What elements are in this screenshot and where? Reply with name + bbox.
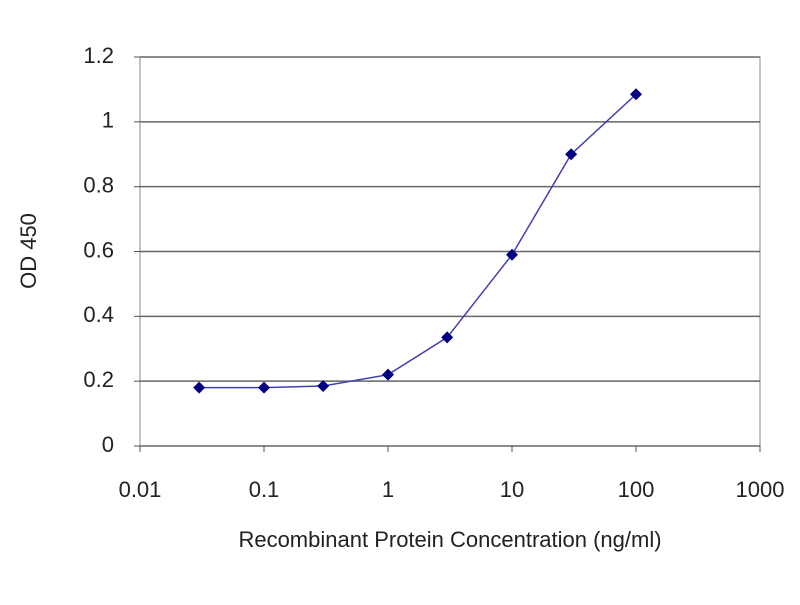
data-point xyxy=(506,248,518,261)
x-tick-label: 0.01 xyxy=(119,477,162,502)
x-tick-label: 100 xyxy=(618,477,655,502)
data-point xyxy=(317,380,330,393)
y-axis-label: OD 450 xyxy=(16,213,41,289)
y-tick-label: 0.2 xyxy=(83,367,114,392)
data-point xyxy=(565,148,578,161)
data-point xyxy=(258,381,270,394)
x-tick-label: 10 xyxy=(500,477,524,502)
series-line xyxy=(199,93,637,389)
x-tick-label: 0.1 xyxy=(249,477,280,502)
x-tick-label: 1000 xyxy=(736,477,785,502)
y-tick-label: 1.2 xyxy=(83,43,114,68)
data-point xyxy=(382,368,394,381)
x-tick-label: 1 xyxy=(382,477,394,502)
y-tick-label: 0.6 xyxy=(83,237,114,262)
x-axis-label: Recombinant Protein Concentration (ng/ml… xyxy=(238,527,661,552)
y-tick-label: 0.8 xyxy=(83,172,114,197)
data-point xyxy=(441,331,454,344)
y-tick-label: 0.4 xyxy=(83,302,114,327)
data-point xyxy=(193,381,206,394)
y-tick-label: 0 xyxy=(102,432,114,457)
y-tick-label: 1 xyxy=(102,108,114,133)
data-point xyxy=(630,88,642,101)
